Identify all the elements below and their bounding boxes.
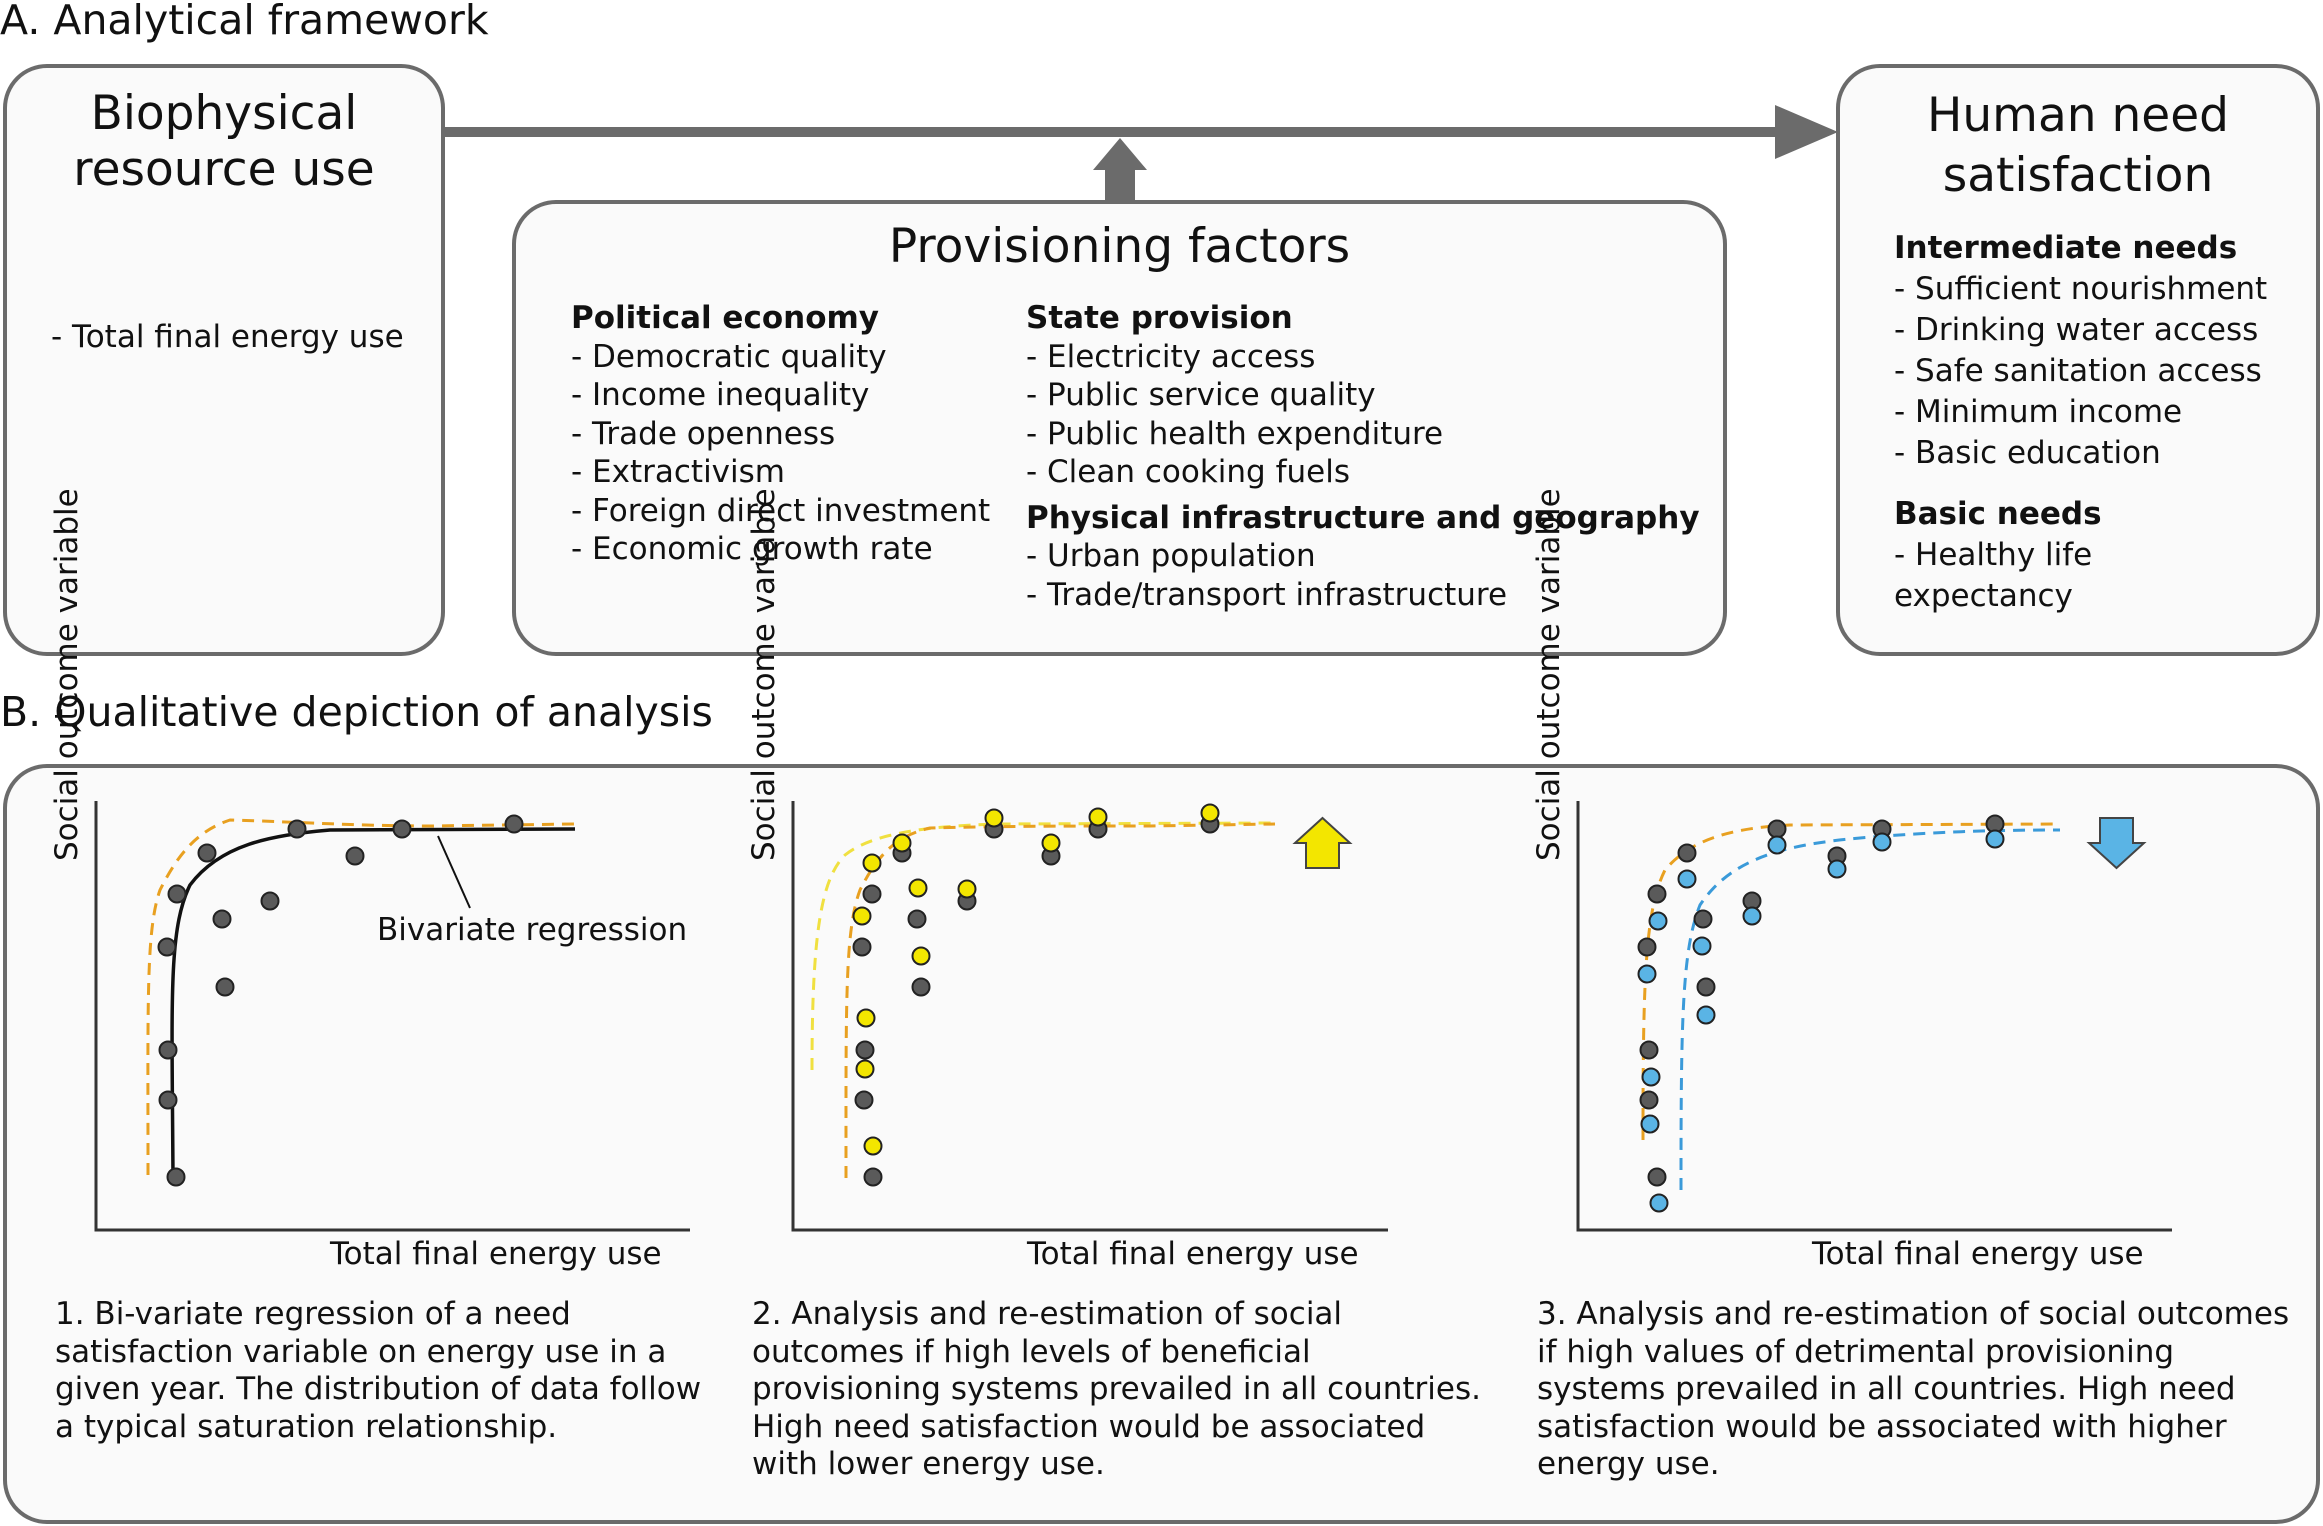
list-item: - Public service quality (1026, 377, 1376, 413)
intermediate-needs-heading: Intermediate needs (1894, 230, 2238, 266)
panel3-caption: 3. Analysis and re-estimation of social … (1537, 1296, 2290, 1482)
human-need-satisfaction-box: Human need satisfaction Intermediate nee… (1836, 64, 2320, 656)
up-arrow-icon (1292, 816, 1353, 869)
list-item: - Safe sanitation access (1894, 353, 2262, 389)
list-item: - Economic growth rate (571, 531, 933, 567)
panel3-x-axis-label: Total final energy use (1812, 1236, 2144, 1272)
list-item: - Drinking water access (1894, 312, 2259, 348)
provisioning-factors-box: Provisioning factors Political economy -… (512, 200, 1727, 656)
list-item: - Electricity access (1026, 338, 1316, 375)
panel1-annotation: Bivariate regression (377, 912, 688, 948)
panel1-x-axis-label: Total final energy use (330, 1236, 662, 1272)
biophysical-title-line1: Biophysical (90, 86, 358, 141)
list-item: - Healthy life (1894, 537, 2093, 573)
panel3-plot (1576, 801, 2172, 1232)
list-item: expectancy (1894, 578, 2073, 614)
list-item: - Trade/transport infrastructure (1026, 576, 1508, 613)
panel2-caption: 2. Analysis and re-estimation of social … (752, 1296, 1481, 1482)
list-item: - Trade openness (571, 415, 836, 452)
political-economy-heading: Political economy (571, 300, 880, 336)
provisioning-title: Provisioning factors (888, 219, 1351, 274)
list-item: - Extractivism (571, 454, 785, 490)
panel1-plot (94, 801, 690, 1232)
human-need-title-line1: Human need (1927, 88, 2229, 143)
state-provision-heading: State provision (1026, 300, 1293, 336)
state-provision-list: State provision - Electricity access - P… (1026, 299, 1700, 614)
panel1-caption: 1. Bi-variate regression of a need satis… (55, 1296, 702, 1445)
biophysical-title-line2: resource use (73, 142, 375, 197)
main-flow-arrow (444, 105, 1838, 204)
analysis-panel-box (3, 764, 2320, 1524)
list-item: - Clean cooking fuels (1026, 454, 1350, 490)
section-a-heading: A. Analytical framework (0, 0, 489, 44)
list-item: - Sufficient nourishment (1894, 271, 2268, 307)
human-need-title-line2: satisfaction (1942, 148, 2214, 203)
biophysical-items: - Total final energy use (51, 318, 404, 357)
section-b-heading: B. Qualitative depiction of analysis (0, 688, 713, 736)
list-item: - Urban population (1026, 538, 1316, 574)
list-item: - Basic education (1894, 435, 2161, 471)
list-item: - Income inequality (571, 377, 870, 413)
list-item: - Total final energy use (51, 319, 404, 355)
list-item: - Foreign direct investment (571, 492, 991, 529)
list-item: - Minimum income (1894, 394, 2183, 430)
biophysical-resource-use-box: Biophysical resource use - Total final e… (3, 64, 445, 656)
political-economy-list: Political economy - Democratic quality -… (571, 299, 990, 569)
panel2-plot (791, 801, 1388, 1232)
physical-infrastructure-heading: Physical infrastructure and geography (1026, 499, 1700, 536)
list-item: - Public health expenditure (1026, 415, 1444, 452)
list-item: - Democratic quality (571, 338, 887, 375)
down-arrow-icon (2086, 817, 2147, 870)
intermediate-needs-list: Intermediate needs - Sufficient nourishm… (1894, 228, 2267, 617)
panel2-x-axis-label: Total final energy use (1027, 1236, 1359, 1272)
basic-needs-heading: Basic needs (1894, 496, 2102, 532)
